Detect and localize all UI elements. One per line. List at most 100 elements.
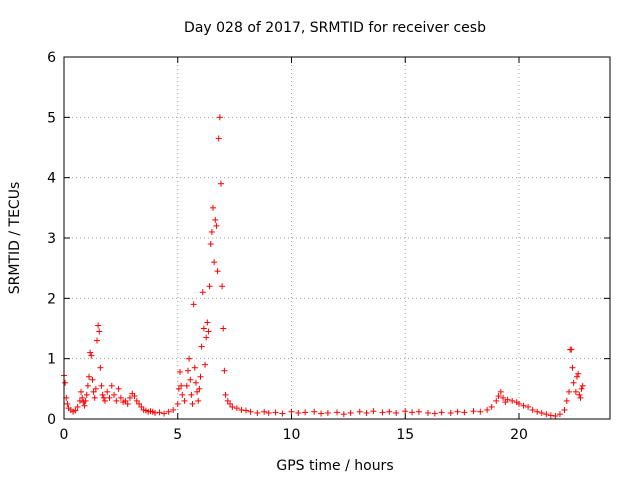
data-point bbox=[207, 241, 214, 248]
data-point bbox=[72, 407, 79, 414]
data-point bbox=[174, 400, 181, 407]
data-point bbox=[272, 409, 279, 416]
data-point bbox=[495, 393, 502, 400]
data-point bbox=[393, 409, 400, 416]
data-point bbox=[488, 403, 495, 410]
data-point bbox=[93, 337, 100, 344]
data-point bbox=[538, 409, 545, 416]
data-point bbox=[122, 397, 129, 404]
data-point bbox=[100, 394, 107, 401]
data-point bbox=[409, 409, 416, 416]
data-point bbox=[99, 391, 106, 398]
data-point bbox=[484, 406, 491, 413]
data-point bbox=[504, 396, 511, 403]
data-point bbox=[568, 346, 575, 353]
data-point bbox=[74, 403, 81, 410]
data-point bbox=[318, 410, 325, 417]
data-point bbox=[247, 408, 254, 415]
data-point bbox=[497, 388, 504, 395]
data-point bbox=[525, 403, 532, 410]
data-point bbox=[254, 409, 261, 416]
tick-layer: 0 5 10 15 20 0 1 2 3 4 5 6 bbox=[47, 50, 610, 443]
data-point bbox=[197, 373, 204, 380]
data-point bbox=[509, 397, 516, 404]
data-point bbox=[83, 391, 90, 398]
data-point bbox=[576, 391, 583, 398]
y-tick-label: 2 bbox=[47, 291, 56, 307]
data-point bbox=[175, 385, 182, 392]
y-tick-label: 6 bbox=[47, 50, 56, 66]
data-point bbox=[96, 328, 103, 335]
data-point bbox=[220, 325, 227, 332]
data-point bbox=[88, 352, 95, 359]
data-point bbox=[165, 408, 172, 415]
data-point bbox=[190, 301, 197, 308]
data-point bbox=[79, 394, 86, 401]
data-point bbox=[438, 409, 445, 416]
data-point bbox=[200, 325, 207, 332]
data-point bbox=[191, 364, 198, 371]
data-point bbox=[212, 216, 219, 223]
data-point bbox=[447, 409, 454, 416]
data-point bbox=[238, 406, 245, 413]
data-point bbox=[516, 400, 522, 407]
data-point bbox=[215, 135, 222, 142]
data-point bbox=[461, 409, 468, 416]
data-point bbox=[136, 400, 143, 407]
grid-layer bbox=[64, 57, 610, 419]
data-point bbox=[288, 408, 295, 415]
data-point bbox=[379, 409, 386, 416]
data-point bbox=[170, 406, 177, 413]
data-point bbox=[295, 409, 302, 416]
data-points bbox=[61, 114, 586, 419]
data-point bbox=[265, 409, 272, 416]
data-point bbox=[126, 394, 133, 401]
data-point bbox=[578, 385, 585, 392]
data-point bbox=[115, 385, 122, 392]
data-point bbox=[340, 411, 347, 418]
data-point bbox=[566, 388, 573, 395]
data-point bbox=[577, 394, 584, 401]
data-point bbox=[219, 283, 226, 290]
plot-frame bbox=[63, 56, 611, 420]
y-tick-label: 0 bbox=[47, 412, 56, 428]
data-point bbox=[552, 412, 559, 419]
data-point bbox=[98, 382, 105, 389]
data-point bbox=[76, 397, 83, 404]
data-point bbox=[534, 408, 541, 415]
data-point bbox=[279, 410, 286, 417]
y-tick-label: 5 bbox=[47, 110, 56, 126]
data-point bbox=[199, 289, 206, 296]
data-point bbox=[62, 379, 69, 386]
data-point bbox=[229, 403, 236, 410]
data-point bbox=[222, 391, 229, 398]
data-point bbox=[529, 406, 536, 413]
data-point bbox=[131, 393, 138, 400]
x-tick-label: 5 bbox=[173, 427, 182, 443]
data-point bbox=[386, 408, 393, 415]
data-point bbox=[183, 382, 190, 389]
data-point bbox=[204, 319, 211, 326]
data-point bbox=[227, 400, 234, 407]
data-point bbox=[113, 397, 120, 404]
data-point bbox=[196, 385, 203, 392]
data-point bbox=[184, 367, 191, 374]
data-point bbox=[493, 397, 500, 404]
data-point bbox=[233, 405, 240, 412]
x-tick-label: 10 bbox=[283, 427, 301, 443]
y-tick-label: 3 bbox=[47, 231, 56, 247]
y-tick-label: 4 bbox=[47, 171, 56, 187]
data-point bbox=[579, 382, 586, 389]
data-point bbox=[221, 367, 228, 374]
data-point bbox=[81, 402, 88, 409]
data-point bbox=[106, 394, 113, 401]
data-point bbox=[370, 408, 377, 415]
data-point bbox=[90, 388, 97, 395]
data-point bbox=[210, 204, 217, 211]
data-point bbox=[194, 388, 201, 395]
data-point bbox=[363, 409, 370, 416]
data-point bbox=[95, 322, 102, 329]
data-point bbox=[91, 394, 98, 401]
data-point bbox=[520, 402, 527, 409]
